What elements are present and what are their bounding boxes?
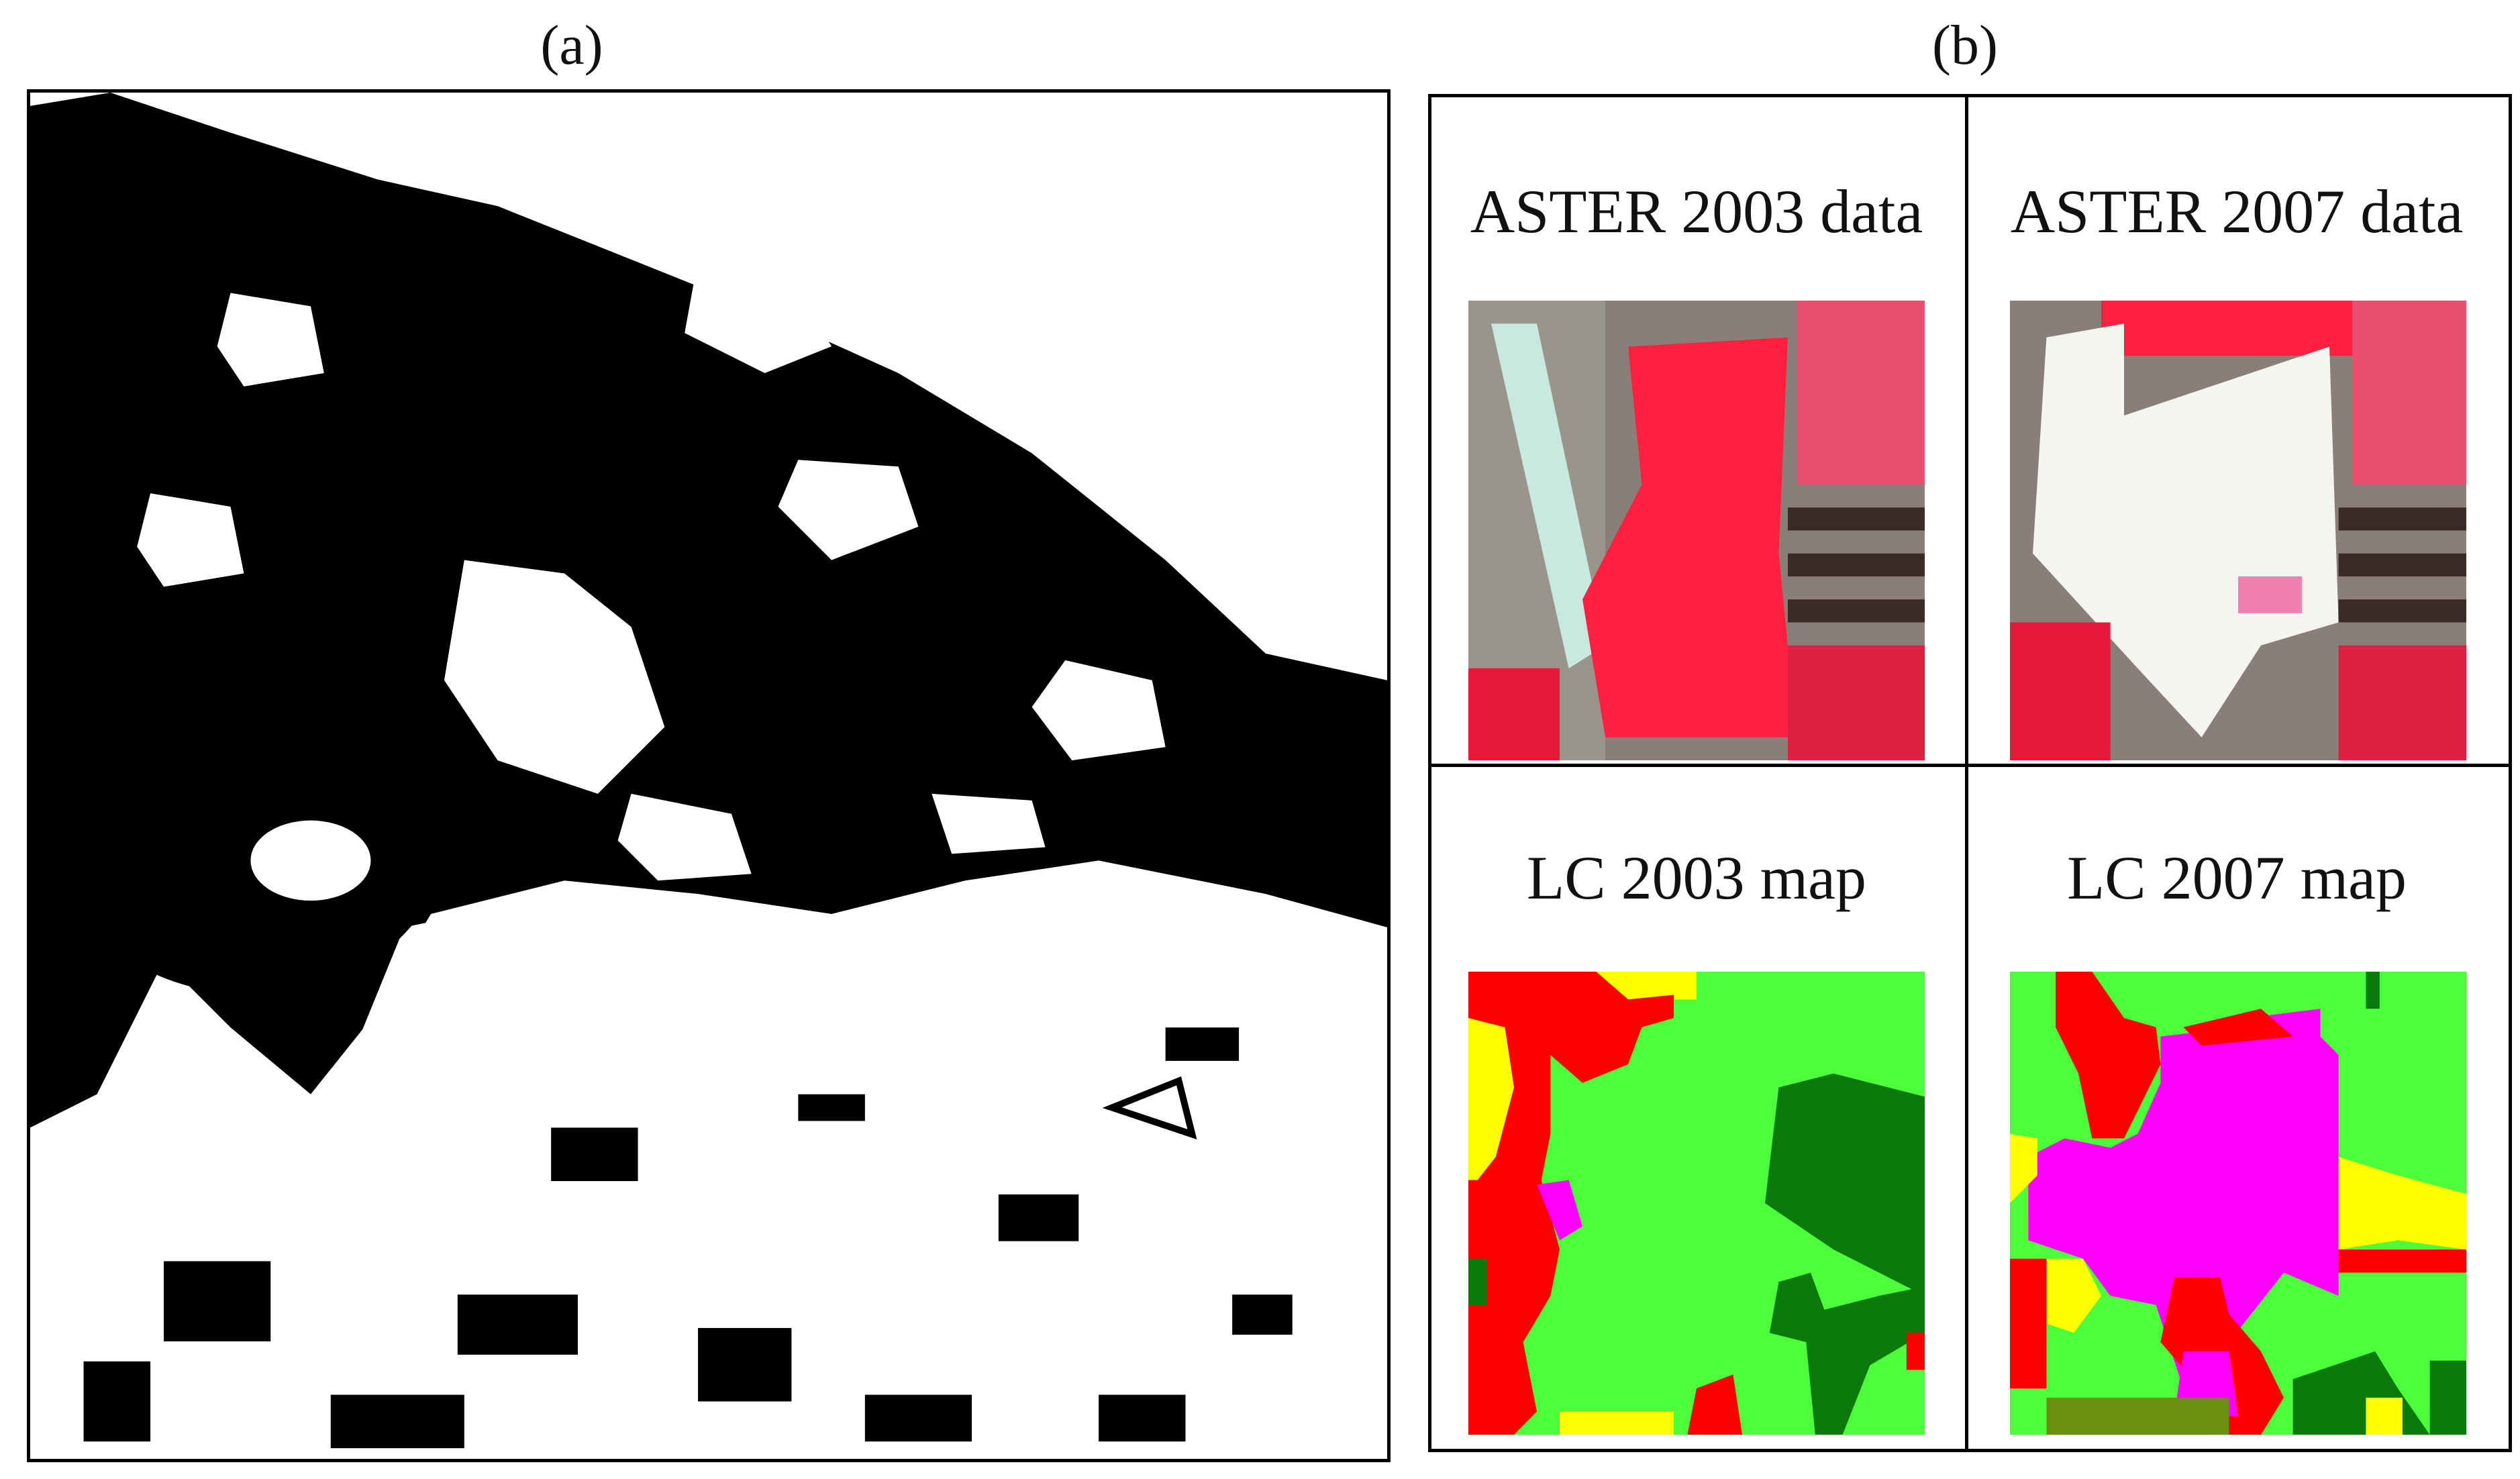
grid-vertical-divider <box>1965 97 1968 1449</box>
aster-2007-title: ASTER 2007 data <box>2010 177 2464 246</box>
binary-change-map <box>27 89 1391 1462</box>
aster-2003-title: ASTER 2003 data <box>1470 177 1923 246</box>
panel-b-label: (b) <box>1932 14 1998 76</box>
panel-a-label: (a) <box>540 14 603 76</box>
lc-2007-title: LC 2007 map <box>2067 844 2407 912</box>
aster-2007-image <box>2010 301 2466 760</box>
lc-2003-title: LC 2003 map <box>1527 844 1866 912</box>
binary-map-image <box>30 93 1387 1459</box>
lc-2003-map <box>1468 972 1925 1435</box>
aster-2003-image <box>1468 301 1925 760</box>
comparison-grid: ASTER 2003 data ASTER 2007 data LC 2003 … <box>1428 94 2512 1452</box>
grid-horizontal-divider <box>1431 764 2509 767</box>
lc-2007-map <box>2010 972 2466 1435</box>
